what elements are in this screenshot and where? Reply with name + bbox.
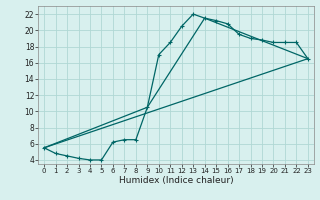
X-axis label: Humidex (Indice chaleur): Humidex (Indice chaleur) bbox=[119, 176, 233, 185]
